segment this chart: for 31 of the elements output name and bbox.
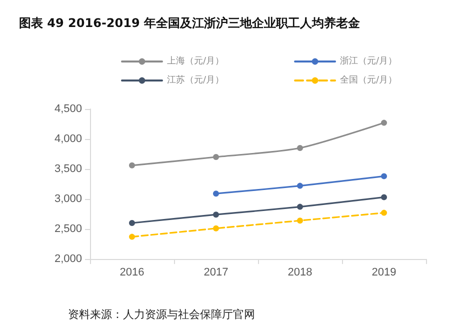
text: 资料来源：人力资源与社会保障厅官网 bbox=[68, 308, 255, 321]
legend-label: 上海（元/月） bbox=[167, 56, 224, 66]
point bbox=[129, 234, 135, 240]
point bbox=[297, 218, 303, 224]
point bbox=[381, 173, 387, 180]
point bbox=[213, 225, 219, 232]
y-tick-label: 4,000 bbox=[54, 133, 82, 145]
y-tick-label: 4,500 bbox=[54, 103, 82, 115]
point bbox=[381, 194, 387, 200]
point bbox=[129, 220, 135, 226]
point bbox=[381, 120, 387, 126]
legend-label: 江苏（元/月） bbox=[167, 74, 224, 86]
legend-label: 浙江（元/月） bbox=[340, 56, 398, 66]
x-tick-label: 2019 bbox=[372, 266, 396, 278]
x-tick-label: 2017 bbox=[204, 266, 228, 278]
point bbox=[213, 212, 219, 218]
point bbox=[297, 145, 303, 151]
legend-label: 全国（元/月） bbox=[340, 74, 398, 86]
x-tick-label: 2016 bbox=[120, 266, 144, 278]
point bbox=[213, 190, 219, 197]
y-tick-label: 2,000 bbox=[54, 253, 82, 265]
y-tick-label: 2,500 bbox=[54, 223, 82, 235]
point bbox=[381, 210, 387, 216]
point bbox=[297, 182, 303, 189]
y-tick-label: 3,000 bbox=[54, 193, 82, 205]
y-tick-label: 3,500 bbox=[54, 163, 82, 175]
point bbox=[129, 162, 135, 168]
point bbox=[213, 154, 219, 160]
point bbox=[297, 204, 303, 210]
x-tick-label: 2018 bbox=[288, 266, 312, 278]
chart-title: 图表 49 2016-2019 年全国及江浙沪三地企业职工人均养老金 bbox=[19, 16, 362, 30]
